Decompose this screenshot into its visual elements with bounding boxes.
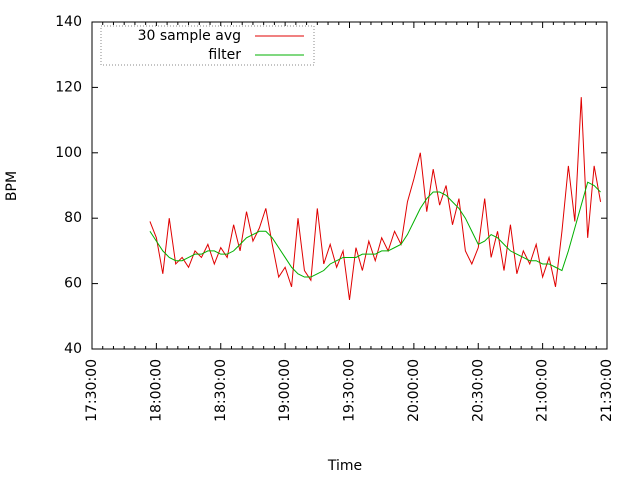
y-tick-label: 120 xyxy=(55,79,82,95)
x-axis-label: Time xyxy=(327,458,362,474)
x-tick-label: 20:00:00 xyxy=(406,359,422,422)
x-tick-label: 18:00:00 xyxy=(148,359,164,422)
y-tick-label: 140 xyxy=(55,14,82,30)
legend-label: 30 sample avg xyxy=(138,28,241,44)
x-tick-label: 21:30:00 xyxy=(599,359,615,422)
x-tick-label: 19:30:00 xyxy=(342,359,358,422)
series-line xyxy=(149,181,601,278)
x-tick-label: 17:30:00 xyxy=(84,359,100,422)
x-tick-label: 20:30:00 xyxy=(470,359,486,422)
y-axis-label: BPM xyxy=(4,171,20,201)
series-line xyxy=(149,97,602,301)
x-tick-label: 21:00:00 xyxy=(535,359,551,422)
legend-label: filter xyxy=(208,47,241,63)
x-tick-label: 18:30:00 xyxy=(213,359,229,422)
legend-box xyxy=(100,25,315,66)
y-tick-label: 100 xyxy=(55,145,82,161)
y-tick-label: 80 xyxy=(64,210,82,226)
x-tick-label: 19:00:00 xyxy=(277,359,293,422)
y-tick-label: 60 xyxy=(64,276,82,292)
y-tick-label: 40 xyxy=(64,341,82,357)
